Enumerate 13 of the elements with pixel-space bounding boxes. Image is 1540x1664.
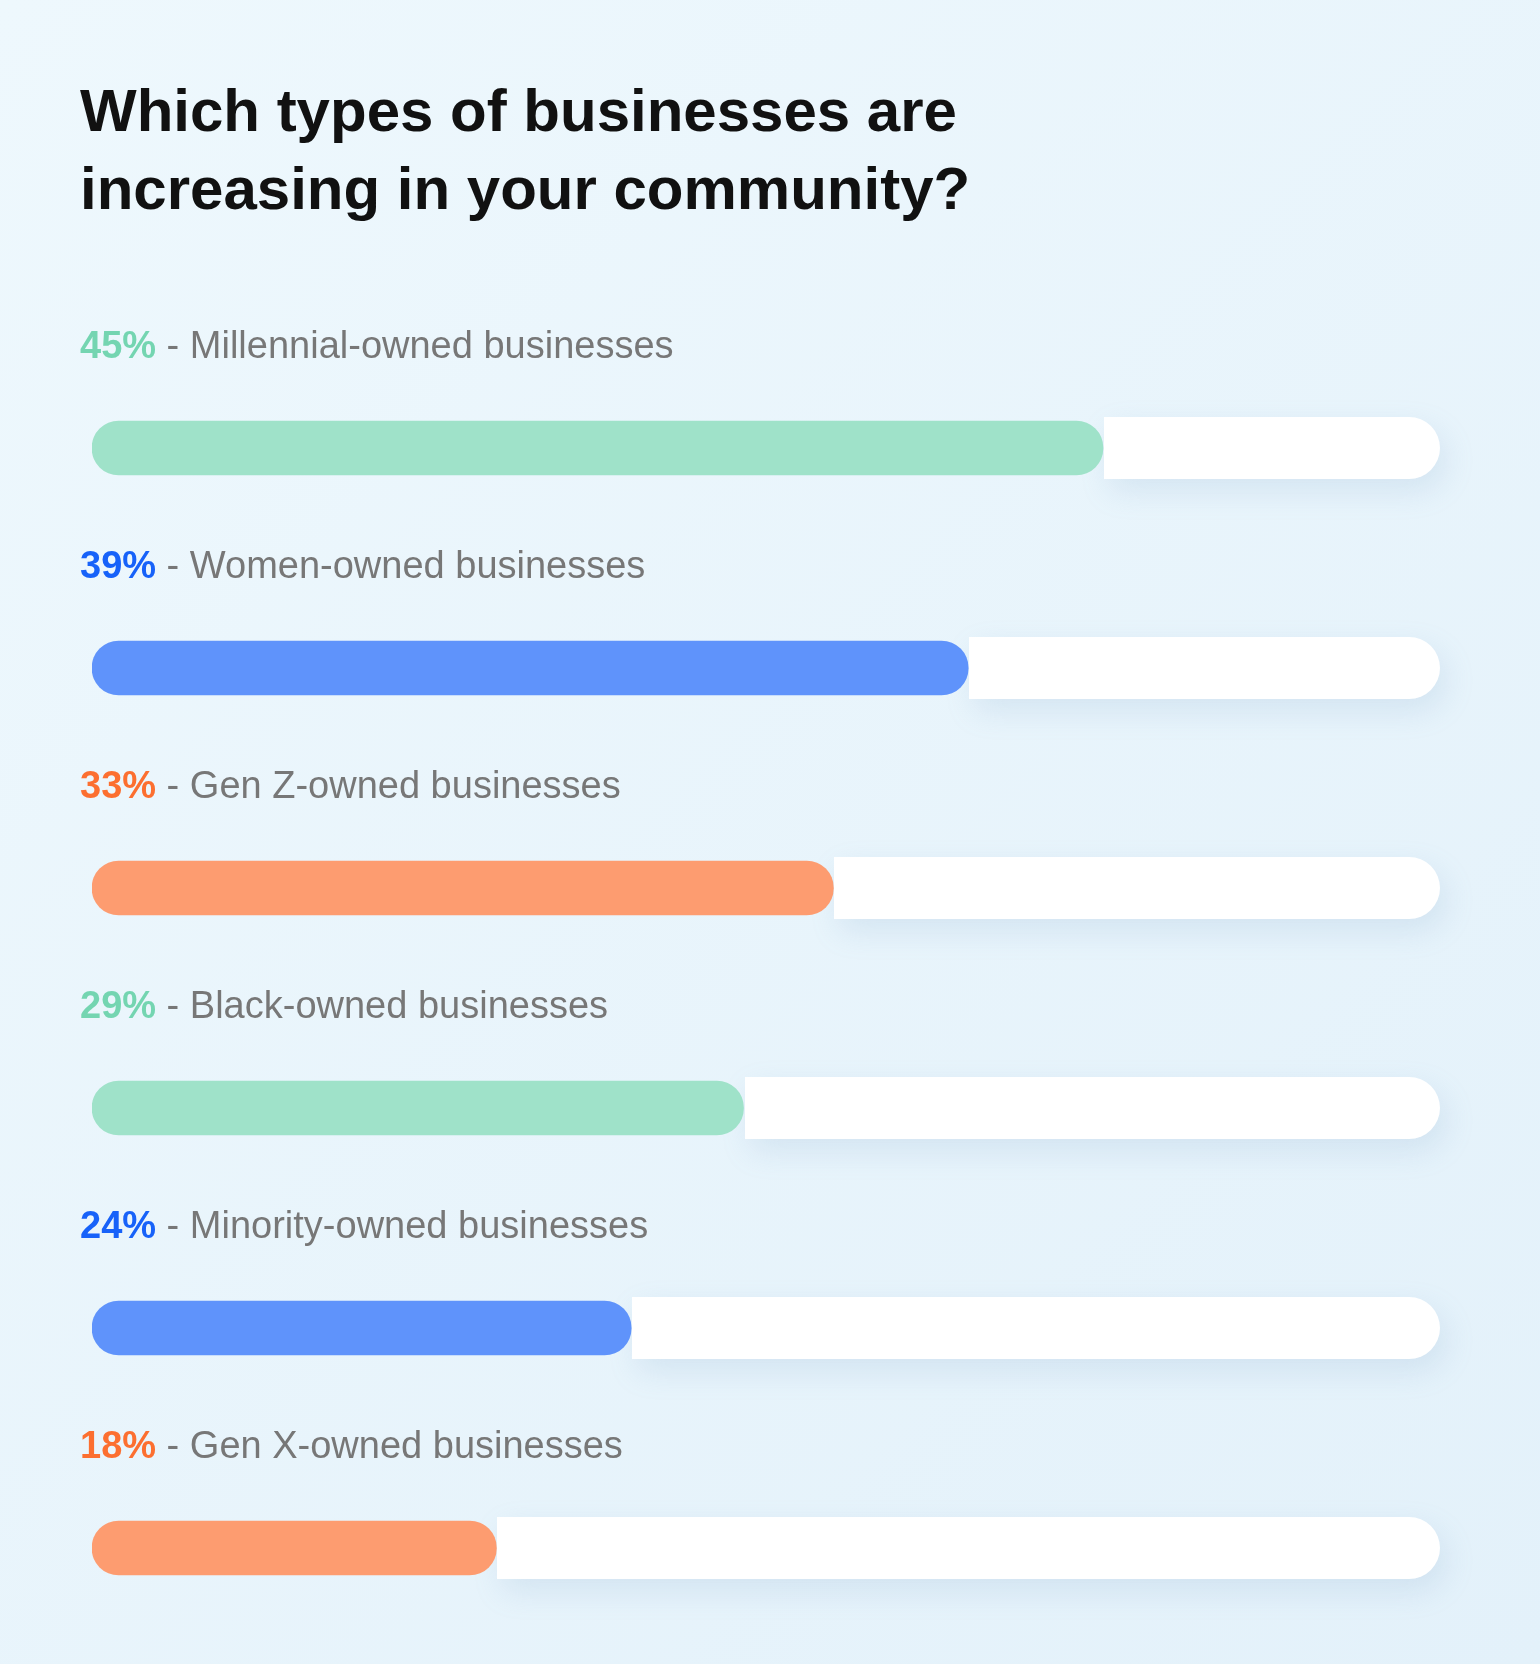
data-label: 24% xyxy=(80,1204,157,1247)
data-label: 45% xyxy=(80,324,157,367)
y-tick-label: - Gen X-owned businesses xyxy=(156,1424,623,1467)
y-tick-label: - Gen Z-owned businesses xyxy=(156,764,621,807)
data-label: 33% xyxy=(80,764,157,807)
y-tick-label: - Black-owned businesses xyxy=(156,984,609,1027)
y-tick-label: - Minority-owned businesses xyxy=(156,1204,649,1247)
data-label: 18% xyxy=(80,1424,157,1467)
y-tick-label: - Millennial-owned businesses xyxy=(156,324,674,367)
chart-title: Which types of businesses are increasing in your community? xyxy=(80,76,972,224)
data-label: 39% xyxy=(80,544,157,587)
data-label: 29% xyxy=(80,984,157,1027)
y-tick-label: - Women-owned businesses xyxy=(156,544,646,587)
